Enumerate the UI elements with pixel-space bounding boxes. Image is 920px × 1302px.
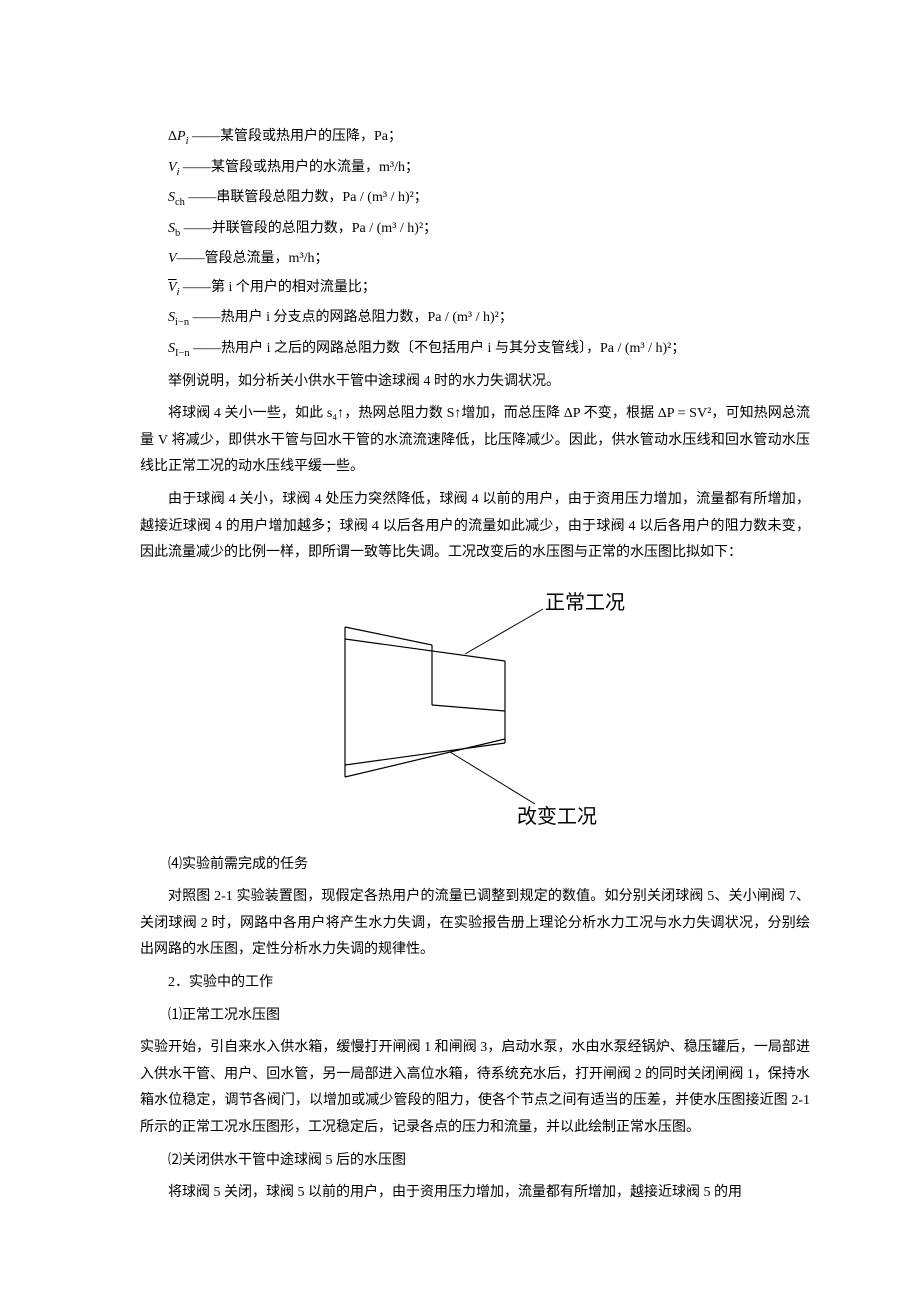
txt-s-in: ——热用户 i 分支点的网路总阻力数，Pa / (m³ / h)²； <box>189 310 513 325</box>
sym-dp-i: ΔPi <box>168 129 189 144</box>
txt-s-b: ——并联管段的总阻力数，Pa / (m³ / h)²； <box>180 221 437 236</box>
sym-v: V <box>168 251 177 266</box>
section-2-2-title: ⑵关闭供水干管中途球阀 5 后的水压图 <box>140 1148 810 1175</box>
def-v-i: Vi ——某管段或热用户的水流量，m³/h； <box>168 157 810 182</box>
paragraph-1: 将球阀 4 关小一些，如此 s₄↑，热网总阻力数 S↑增加，而总压降 ΔP 不变… <box>140 401 810 481</box>
txt-s-ch: ——串联管段总阻力数，Pa / (m³ / h)²； <box>185 190 428 205</box>
txt-dp-i: ——某管段或热用户的压降，Pa； <box>189 129 403 144</box>
def-s-In: SI−n ——热用户 i 之后的网路总阻力数〔不包括用户 i 与其分支管线〕，P… <box>168 338 810 363</box>
txt-v-i: ——某管段或热用户的水流量，m³/h； <box>179 160 418 175</box>
diagram-label-bottom: 改变工况 <box>517 805 597 828</box>
sym-v-i: Vi <box>168 160 179 175</box>
diagram-label-top: 正常工况 <box>545 591 625 614</box>
section-4-body: 对照图 2-1 实验装置图，现假定各热用户的流量已调整到规定的数值。如分别关闭球… <box>140 884 810 964</box>
section-2-1-title: ⑴正常工况水压图 <box>140 1003 810 1030</box>
sym-s-In: SI−n <box>168 341 190 356</box>
txt-s-In: ——热用户 i 之后的网路总阻力数〔不包括用户 i 与其分支管线〕，Pa / (… <box>190 341 686 356</box>
txt-vbar: ——第 i 个用户的相对流量比； <box>179 280 375 295</box>
section-2-2-body: 将球阀 5 关闭，球阀 5 以前的用户，由于资用压力增加，流量都有所增加，越接近… <box>140 1180 810 1207</box>
def-dp-i: ΔPi ——某管段或热用户的压降，Pa； <box>168 126 810 151</box>
sym-s-b: Sb <box>168 221 180 236</box>
def-s-in: Si−n ——热用户 i 分支点的网路总阻力数，Pa / (m³ / h)²； <box>168 307 810 332</box>
section-2-1-body: 实验开始，引自来水入供水箱，缓慢打开闸阀 1 和闸阀 3，启动水泵，水由水泵经锅… <box>140 1035 810 1141</box>
def-s-b: Sb ——并联管段的总阻力数，Pa / (m³ / h)²； <box>168 218 810 243</box>
pressure-diagram: 正常工况 改变工况 <box>140 587 810 842</box>
sym-s-ch: Sch <box>168 190 185 205</box>
section-2-title: 2．实验中的工作 <box>140 970 810 997</box>
def-v: V——管段总流量，m³/h； <box>168 248 810 270</box>
sym-vbar: Vi <box>168 280 179 295</box>
def-s-ch: Sch ——串联管段总阻力数，Pa / (m³ / h)²； <box>168 187 810 212</box>
document-page: ΔPi ——某管段或热用户的压降，Pa； Vi ——某管段或热用户的水流量，m³… <box>0 0 920 1273</box>
example-intro: 举例说明，如分析关小供水干管中途球阀 4 时的水力失调状况。 <box>140 369 810 396</box>
diagram-svg: 正常工况 改变工况 <box>285 587 665 837</box>
section-4-title: ⑷实验前需完成的任务 <box>140 852 810 879</box>
paragraph-2: 由于球阀 4 关小，球阀 4 处压力突然降低，球阀 4 以前的用户，由于资用压力… <box>140 487 810 567</box>
sym-s-in: Si−n <box>168 310 189 325</box>
def-vbar: Vi ——第 i 个用户的相对流量比； <box>168 277 810 302</box>
txt-v: ——管段总流量，m³/h； <box>177 251 329 266</box>
